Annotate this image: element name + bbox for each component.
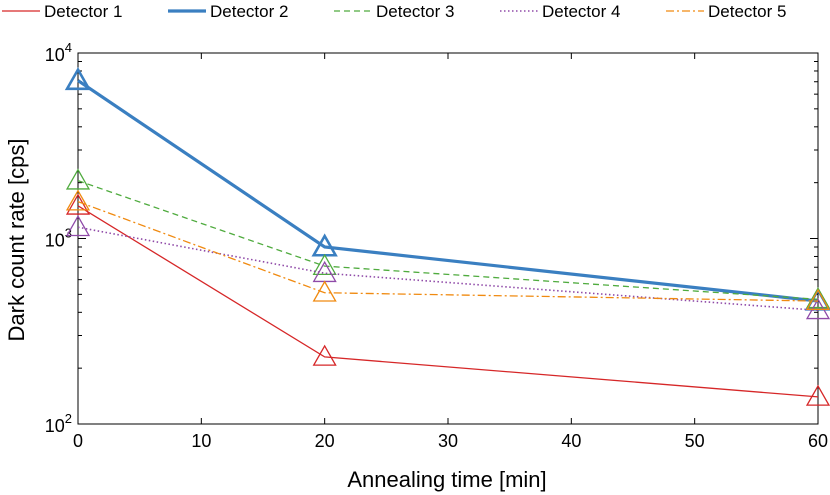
y-tick-base: 10	[45, 416, 65, 436]
x-tick-label: 10	[191, 431, 211, 451]
series-3	[65, 168, 830, 309]
data-point-marker	[65, 168, 91, 190]
legend-item: Detector 1	[2, 2, 122, 21]
legend-label: Detector 4	[542, 2, 620, 21]
series-1	[65, 193, 830, 406]
x-tick-label: 50	[685, 431, 705, 451]
y-tick-base: 10	[45, 231, 65, 251]
series-layer	[64, 66, 830, 406]
x-tick-label: 40	[561, 431, 581, 451]
series-line	[77, 226, 819, 312]
y-tick-label: 102	[45, 411, 72, 436]
x-tick-label: 60	[808, 431, 828, 451]
y-tick-label: 103	[45, 226, 72, 251]
series-4	[65, 214, 830, 320]
y-tick-label: 104	[45, 40, 72, 65]
data-point-marker	[805, 287, 830, 309]
legend-item: Detector 3	[334, 2, 454, 21]
data-point-marker	[312, 280, 337, 302]
series-line	[77, 180, 819, 300]
series-line	[77, 201, 819, 302]
series-2	[64, 66, 830, 311]
data-point-marker	[65, 189, 91, 211]
data-point-marker	[312, 253, 337, 275]
legend-item: Detector 4	[500, 2, 620, 21]
series-line	[77, 79, 819, 303]
data-point-marker	[805, 288, 830, 310]
data-point-marker	[312, 344, 337, 366]
y-axis-label: Dark count rate [cps]	[4, 139, 29, 342]
y-tick-exponent: 4	[65, 40, 72, 55]
data-point-marker	[312, 260, 337, 283]
data-point-marker	[64, 66, 92, 91]
legend-item: Detector 5	[666, 2, 786, 21]
x-tick-label: 20	[315, 431, 335, 451]
series-line	[77, 205, 819, 398]
x-axis-label: Annealing time [min]	[347, 467, 546, 492]
legend-item: Detector 2	[168, 2, 288, 21]
chart-legend: Detector 1 Detector 2 Detector 3 Detector 4…	[2, 2, 786, 21]
legend-label: Detector 2	[210, 2, 288, 21]
legend-label: Detector 5	[708, 2, 786, 21]
legend-label: Detector 1	[44, 2, 122, 21]
x-tick-label: 30	[438, 431, 458, 451]
data-point-marker	[65, 214, 91, 237]
data-point-marker	[805, 384, 830, 406]
plot-area-frame	[77, 52, 819, 425]
y-tick-exponent: 2	[65, 411, 72, 426]
x-tick-label: 0	[73, 431, 83, 451]
data-point-marker	[65, 193, 91, 215]
y-tick-base: 10	[45, 45, 65, 65]
legend-label: Detector 3	[376, 2, 454, 21]
series-5	[65, 189, 830, 310]
